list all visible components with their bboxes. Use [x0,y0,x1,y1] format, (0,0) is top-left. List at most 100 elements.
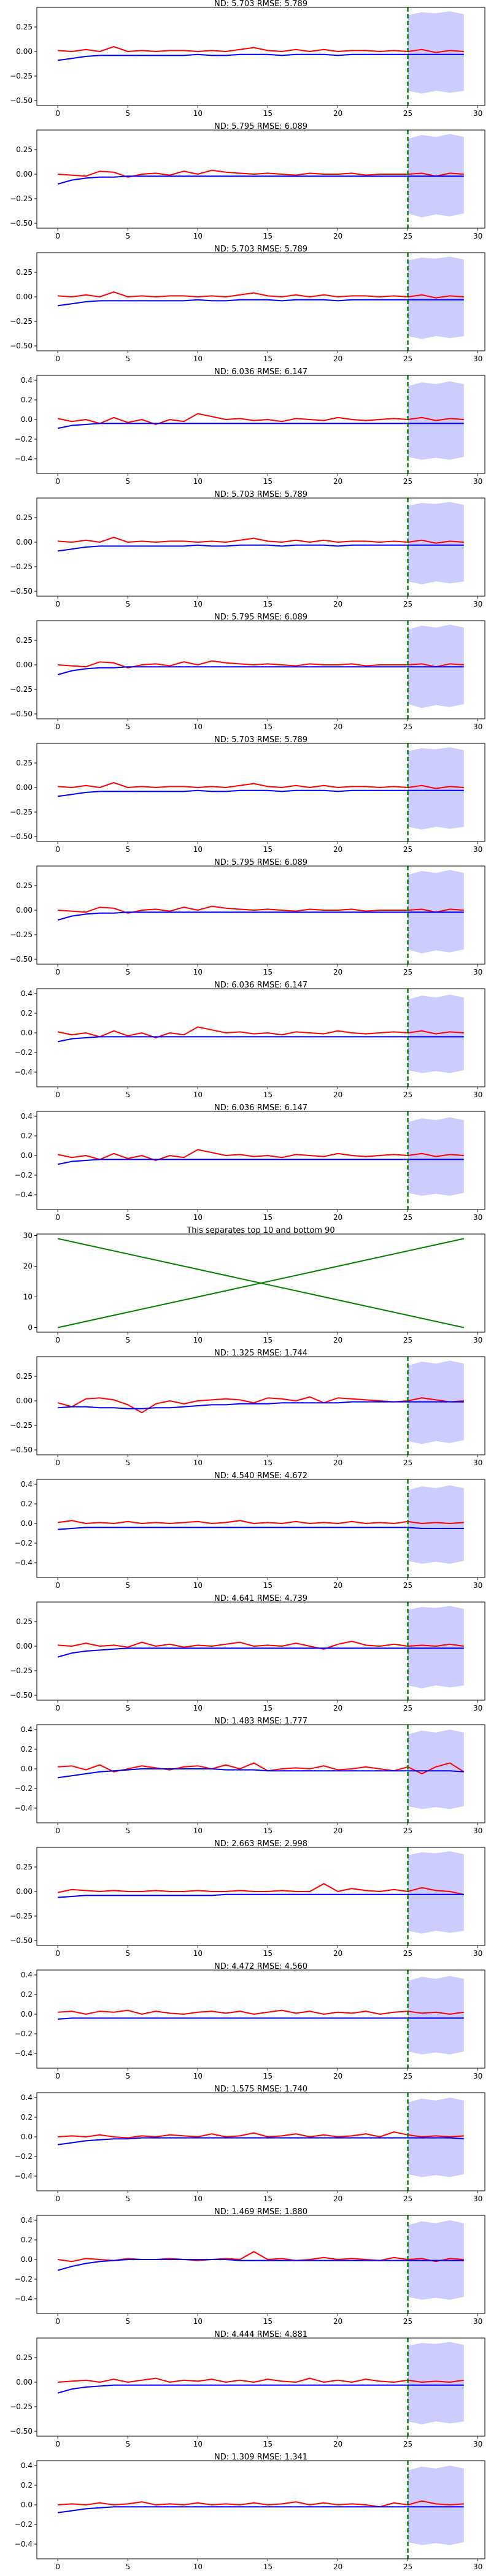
x-tick-label: 25 [403,1459,412,1467]
x-tick-label: 30 [473,232,482,240]
x-tick-label: 30 [473,2440,482,2448]
y-tick-label: 0.00 [16,170,33,178]
x-tick-label: 20 [333,2072,342,2080]
y-tick-label: 0.4 [21,1480,33,1489]
x-tick-label: 30 [473,1091,482,1099]
axes-frame [36,1479,485,1578]
x-tick-label: 0 [55,968,60,976]
subplot-15: ND: 1.483 RMSE: 1.777 0 5 10 15 20 25 30 −0.4 −0.… [15,1717,485,1835]
subplot-3: ND: 5.703 RMSE: 5.789 0 5 10 15 20 25 30 −0.50 −0… [10,245,485,363]
y-tick-label: 0.00 [16,293,33,301]
subplot-title: ND: 1.483 RMSE: 1.777 [214,1717,307,1726]
subplot-12: ND: 1.325 RMSE: 1.744 0 5 10 15 20 25 30 −0.50 −0… [10,1349,485,1467]
subplot-19: ND: 1.469 RMSE: 1.880 0 5 10 15 20 25 30 −0.4 −0.… [15,2207,485,2326]
x-tick-label: 0 [55,2195,60,2203]
x-tick-label: 20 [333,355,342,363]
y-tick-label: 0.2 [21,1990,33,1999]
subplot-title: ND: 4.641 RMSE: 4.739 [214,1594,307,1603]
y-tick-label: 20 [23,1262,33,1271]
y-tick-label: 0.25 [16,1863,33,1871]
subplot-18: ND: 1.575 RMSE: 1.740 0 5 10 15 20 25 30 −0.4 −0.… [15,2085,485,2203]
y-tick-label: −0.50 [10,219,33,228]
x-tick-label: 15 [263,2317,273,2326]
y-tick-label: 0.25 [16,636,33,645]
x-tick-label: 5 [125,1949,130,1958]
x-tick-label: 25 [403,2563,412,2571]
x-tick-label: 20 [333,2317,342,2326]
x-tick-label: 30 [473,1213,482,1222]
y-tick-label: 0.00 [16,2378,33,2386]
x-tick-label: 0 [55,355,60,363]
subplot-title: ND: 2.663 RMSE: 2.998 [214,1839,307,1849]
x-tick-label: 10 [193,2563,203,2571]
x-tick-label: 15 [263,1949,273,1958]
y-tick-label: 0.00 [16,47,33,56]
y-tick-label: −0.2 [15,1171,33,1179]
subplot-title: ND: 5.703 RMSE: 5.789 [214,0,307,9]
x-tick-label: 30 [473,1581,482,1590]
y-tick-label: 0.2 [21,1009,33,1018]
axes-frame [36,1969,485,2069]
axes-frame [36,1233,485,1333]
y-tick-label: 0.00 [16,1397,33,1405]
series-line-1 [58,45,464,53]
series-line-1 [58,1640,464,1650]
x-tick-label: 25 [403,1704,412,1712]
y-tick-label: 0.2 [21,396,33,404]
axes-frame [36,988,485,1087]
x-tick-label: 30 [473,355,482,363]
axes-frame [36,2460,485,2559]
series-line-1 [58,536,464,544]
x-tick-label: 15 [263,2440,273,2448]
x-tick-label: 20 [333,2440,342,2448]
series-line-2 [58,1159,464,1165]
x-tick-label: 25 [403,1581,412,1590]
x-tick-label: 15 [263,845,273,854]
axes-frame [36,375,485,474]
x-tick-label: 25 [403,1091,412,1099]
subplot-1: ND: 5.703 RMSE: 5.789 0 5 10 15 20 25 30 −0.50 −0… [10,0,485,118]
y-tick-label: −0.25 [10,317,33,326]
y-tick-label: 0.2 [21,2236,33,2244]
axes-frame [36,620,485,719]
x-tick-label: 15 [263,2195,273,2203]
x-tick-label: 20 [333,2563,342,2571]
x-tick-label: 25 [403,2195,412,2203]
subplot-14: ND: 4.641 RMSE: 4.739 0 5 10 15 20 25 30 −0.50 −0… [10,1594,485,1712]
x-tick-label: 0 [55,2563,60,2571]
x-tick-label: 20 [333,968,342,976]
y-tick-label: −0.4 [15,2049,33,2058]
subplot-9: ND: 6.036 RMSE: 6.147 0 5 10 15 20 25 30 −0.4 −0.… [15,981,485,1099]
y-tick-label: 0 [28,1324,33,1332]
y-tick-label: 0.25 [16,145,33,154]
y-tick-label: −0.25 [10,194,33,203]
y-tick-label: 30 [23,1232,33,1240]
x-tick-label: 5 [125,1581,130,1590]
x-tick-label: 0 [55,2072,60,2080]
x-tick-label: 5 [125,1827,130,1835]
series-line-2 [58,544,464,552]
series-line-2 [58,2506,464,2513]
subplot-title: ND: 6.036 RMSE: 6.147 [214,981,307,990]
series-line-2 [58,789,464,797]
y-tick-label: 0.4 [21,989,33,998]
y-tick-label: −0.25 [10,1666,33,1675]
x-tick-label: 5 [125,355,130,363]
x-tick-label: 25 [403,2317,412,2326]
y-tick-label: −0.50 [10,342,33,350]
y-tick-label: −0.50 [10,955,33,964]
y-tick-label: 0.25 [16,1372,33,1381]
x-tick-label: 0 [55,109,60,118]
x-tick-label: 20 [333,2195,342,2203]
y-tick-label: 0.4 [21,1725,33,1734]
x-tick-label: 10 [193,2317,203,2326]
subplot-2: ND: 5.795 RMSE: 6.089 0 5 10 15 20 25 30 −0.50 −0… [10,122,485,240]
x-tick-label: 5 [125,2563,130,2571]
subplot-10: ND: 6.036 RMSE: 6.147 0 5 10 15 20 25 30 −0.4 −0.… [15,1103,485,1222]
x-tick-label: 10 [193,355,203,363]
x-tick-label: 5 [125,477,130,486]
series-line-1 [58,1026,464,1039]
y-tick-label: 0.4 [21,376,33,385]
x-tick-label: 25 [403,109,412,118]
y-tick-label: −0.25 [10,72,33,80]
